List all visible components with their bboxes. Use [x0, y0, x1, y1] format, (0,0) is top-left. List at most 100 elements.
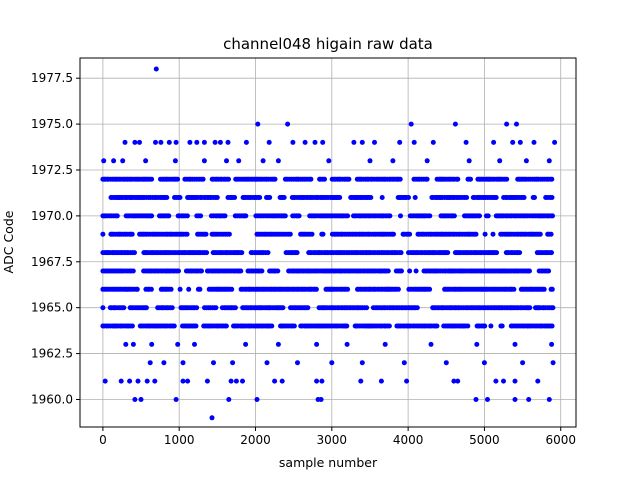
data-point — [463, 139, 469, 145]
data-point — [138, 397, 144, 402]
data-point — [510, 139, 516, 145]
data-point — [398, 250, 404, 256]
data-point — [143, 305, 149, 311]
data-point — [222, 213, 228, 219]
data-point — [473, 231, 479, 237]
data-point — [399, 268, 404, 274]
data-point — [260, 158, 266, 164]
data-point — [387, 213, 393, 219]
data-point — [346, 176, 352, 182]
data-point — [200, 176, 206, 182]
data-point — [147, 360, 153, 366]
data-point — [527, 268, 532, 274]
data-point — [232, 195, 238, 200]
data-point — [514, 121, 519, 127]
data-point — [549, 323, 555, 329]
data-point — [193, 323, 199, 329]
data-point — [305, 305, 311, 311]
data-point — [204, 250, 210, 256]
data-point — [497, 158, 503, 164]
data-point — [226, 231, 232, 237]
data-point — [134, 286, 140, 292]
data-point — [114, 213, 120, 219]
data-point — [275, 268, 281, 274]
data-point — [137, 139, 142, 145]
data-point — [100, 231, 106, 237]
data-point — [149, 213, 155, 219]
data-point — [102, 378, 108, 384]
data-point — [359, 139, 365, 145]
data-point — [445, 250, 451, 256]
data-point — [546, 158, 552, 164]
data-point — [549, 286, 555, 292]
data-point — [319, 378, 325, 384]
data-point — [180, 378, 186, 384]
data-point — [395, 286, 401, 292]
data-point — [186, 286, 192, 292]
data-point — [452, 121, 458, 127]
data-point — [230, 360, 236, 366]
data-point — [243, 341, 249, 347]
data-point — [407, 268, 413, 274]
data-point — [443, 360, 449, 366]
data-point — [275, 341, 281, 347]
data-point — [204, 378, 210, 384]
data-point — [455, 378, 461, 384]
data-point — [132, 250, 137, 256]
data-point — [129, 231, 135, 237]
data-point — [158, 139, 164, 145]
data-point — [171, 323, 177, 329]
data-point — [129, 323, 135, 329]
data-point — [474, 341, 480, 347]
data-point — [264, 360, 270, 366]
data-point — [279, 378, 285, 384]
data-point — [385, 268, 391, 274]
data-point — [434, 323, 440, 329]
data-point — [427, 286, 433, 292]
data-point — [238, 268, 244, 274]
data-point — [455, 176, 461, 182]
data-point — [521, 195, 527, 200]
data-point — [213, 305, 219, 311]
data-point — [424, 158, 430, 164]
data-point — [451, 378, 457, 384]
data-point — [485, 397, 490, 402]
data-point — [391, 231, 396, 237]
data-point — [254, 397, 260, 402]
data-point — [413, 268, 419, 274]
data-point — [285, 121, 291, 127]
data-point — [464, 195, 470, 200]
data-point — [233, 378, 239, 384]
data-point — [535, 378, 541, 384]
data-point — [290, 139, 296, 145]
data-point — [153, 66, 159, 72]
data-point — [272, 378, 278, 384]
data-point — [236, 158, 242, 164]
data-point — [494, 250, 500, 256]
data-point — [239, 250, 245, 256]
data-point — [512, 378, 518, 384]
data-point — [482, 323, 488, 329]
data-point — [269, 323, 275, 329]
data-point — [257, 195, 263, 200]
data-point — [430, 139, 436, 145]
data-point — [407, 231, 413, 237]
data-point — [549, 176, 555, 182]
data-point — [149, 341, 155, 347]
data-point — [390, 158, 396, 164]
x-tick-label: 0 — [99, 433, 107, 447]
data-point — [309, 231, 315, 237]
data-point — [243, 213, 249, 219]
data-point — [192, 341, 197, 347]
data-point — [312, 139, 318, 145]
data-point — [406, 195, 411, 200]
data-point — [520, 360, 526, 366]
data-point — [499, 323, 505, 329]
data-point — [168, 286, 174, 292]
data-point — [308, 176, 314, 182]
data-point — [401, 360, 407, 366]
data-point — [209, 415, 215, 421]
data-point — [132, 397, 138, 402]
data-point — [397, 176, 403, 182]
x-tick-label: 5000 — [469, 433, 500, 447]
